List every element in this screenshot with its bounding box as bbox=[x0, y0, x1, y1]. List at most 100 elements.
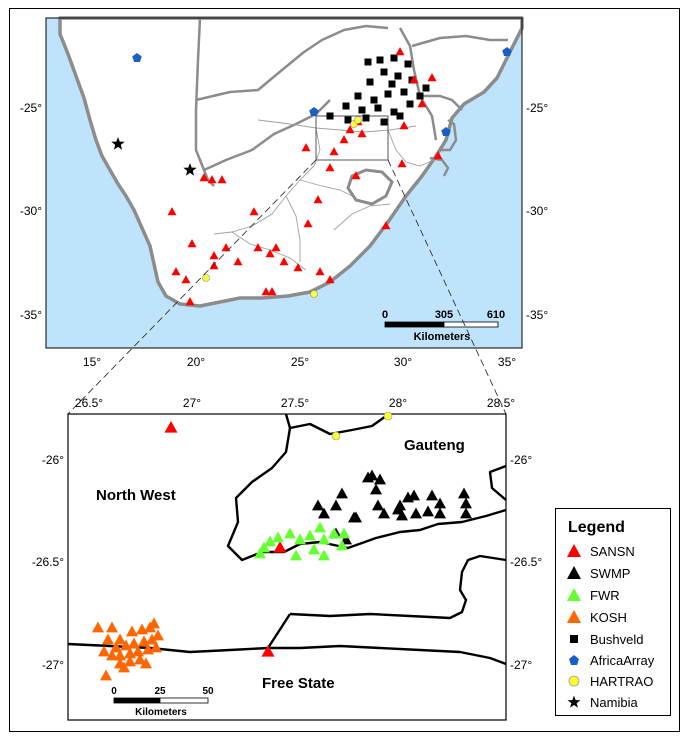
station-swmp bbox=[318, 507, 330, 519]
legend-title: Legend bbox=[568, 519, 625, 536]
station-bushveld bbox=[422, 84, 430, 92]
legend-item-africaarray: AfricaArray bbox=[566, 650, 654, 670]
station-bushveld bbox=[342, 102, 350, 110]
inset-map-border bbox=[45, 17, 523, 349]
scale-value: 0 bbox=[111, 686, 117, 697]
station-fwr bbox=[314, 521, 326, 533]
tick-label: -30° bbox=[526, 204, 548, 218]
station-sansn bbox=[207, 175, 217, 184]
station-fwr bbox=[328, 527, 340, 539]
station-kosh bbox=[110, 641, 122, 653]
station-fwr bbox=[290, 549, 302, 561]
station-sansn bbox=[265, 249, 275, 258]
station-bushveld bbox=[396, 112, 404, 120]
station-sansn bbox=[381, 221, 391, 230]
station-sansn bbox=[315, 267, 325, 276]
tick-label: -27° bbox=[42, 658, 64, 672]
station-kosh bbox=[124, 655, 136, 667]
station-fwr bbox=[304, 529, 316, 541]
station-kosh bbox=[114, 649, 126, 661]
tick-label: 35° bbox=[498, 355, 516, 369]
station-sansn bbox=[409, 75, 419, 84]
legend-item-fwr: FWR bbox=[566, 585, 620, 605]
station-sansn bbox=[261, 287, 271, 296]
inset-map: 15° 20° 25° 30° 35° -25° -30° -35° -25° … bbox=[20, 16, 548, 369]
legend: Legend SANSN SWMP FWR KOSH Bushveld Afri… bbox=[555, 508, 671, 716]
station-kosh bbox=[132, 645, 144, 657]
station-sansn bbox=[209, 251, 219, 260]
station-sansn bbox=[185, 297, 195, 306]
station-bushveld bbox=[388, 80, 396, 88]
legend-label: KOSH bbox=[590, 609, 627, 625]
tick-label: -35° bbox=[20, 308, 42, 322]
station-swmp bbox=[366, 469, 378, 481]
station-fwr bbox=[338, 527, 350, 539]
station-hartrao bbox=[310, 290, 318, 298]
station-bushveld bbox=[354, 92, 362, 100]
tick-label: -27° bbox=[510, 658, 532, 672]
station-bushveld bbox=[416, 92, 424, 100]
legend-item-bushveld: Bushveld bbox=[566, 629, 643, 649]
region-label-gauteng: Gauteng bbox=[404, 437, 465, 454]
legend-label: SANSN bbox=[590, 543, 635, 559]
region-labels: North West Gauteng Free State bbox=[96, 437, 465, 692]
station-fwr bbox=[308, 543, 320, 555]
tick-label: -35° bbox=[526, 308, 548, 322]
station-bushveld bbox=[364, 58, 372, 66]
tick-label: 28.5° bbox=[487, 396, 515, 410]
station-sansn bbox=[303, 219, 313, 228]
station-sansn bbox=[164, 420, 178, 433]
region-label-north-west: North West bbox=[96, 487, 176, 504]
station-swmp bbox=[396, 509, 408, 521]
station-bushveld bbox=[380, 68, 388, 76]
station-hartrao bbox=[331, 431, 341, 441]
station-sansn bbox=[301, 143, 311, 152]
tick-label: -25° bbox=[20, 101, 42, 115]
scale-value: 0 bbox=[382, 309, 388, 321]
legend-item-kosh: KOSH bbox=[566, 607, 627, 627]
station-swmp bbox=[330, 499, 342, 511]
station-kosh bbox=[106, 621, 118, 633]
station-sansn bbox=[167, 207, 177, 216]
tick-label: -26.5° bbox=[32, 555, 64, 569]
station-africaarray bbox=[309, 107, 319, 116]
legend-label: AfricaArray bbox=[590, 652, 655, 668]
inset-lat-axis-right: -25° -30° -35° bbox=[526, 101, 548, 322]
station-sansn bbox=[339, 135, 349, 144]
station-kosh bbox=[134, 653, 146, 665]
tick-label: 27° bbox=[183, 396, 201, 410]
legend-item-namibia: Namibia bbox=[566, 692, 638, 712]
detail-stations bbox=[92, 411, 472, 681]
station-fwr bbox=[336, 539, 348, 551]
station-kosh bbox=[100, 669, 112, 681]
tick-label: -26.5° bbox=[510, 555, 542, 569]
station-sansn bbox=[397, 159, 407, 168]
figure-frame bbox=[9, 8, 680, 732]
detail-map-border bbox=[67, 413, 507, 721]
triangle-icon bbox=[567, 610, 581, 623]
station-sansn bbox=[181, 275, 191, 284]
station-fwr bbox=[318, 549, 330, 561]
station-swmp bbox=[408, 489, 420, 501]
station-sansn bbox=[249, 207, 259, 216]
station-fwr bbox=[254, 547, 266, 559]
station-sansn bbox=[329, 147, 339, 156]
station-bushveld bbox=[366, 78, 374, 86]
triangle-icon bbox=[567, 544, 581, 557]
detail-lat-axis-left: -26° -26.5° -27° bbox=[32, 453, 64, 672]
square-icon bbox=[570, 635, 578, 643]
scale-value: 305 bbox=[435, 309, 453, 321]
station-africaarray bbox=[132, 53, 142, 62]
station-swmp bbox=[422, 505, 434, 517]
tick-label: 28° bbox=[389, 396, 407, 410]
tick-label: -25° bbox=[526, 101, 548, 115]
station-kosh bbox=[126, 625, 138, 637]
station-kosh bbox=[106, 649, 118, 661]
station-swmp bbox=[426, 489, 438, 501]
star-icon bbox=[567, 695, 581, 708]
tick-label: 25° bbox=[291, 355, 309, 369]
station-bushveld bbox=[344, 116, 352, 124]
station-bushveld bbox=[390, 108, 398, 116]
inset-stations bbox=[111, 47, 512, 306]
station-swmp bbox=[410, 507, 422, 519]
